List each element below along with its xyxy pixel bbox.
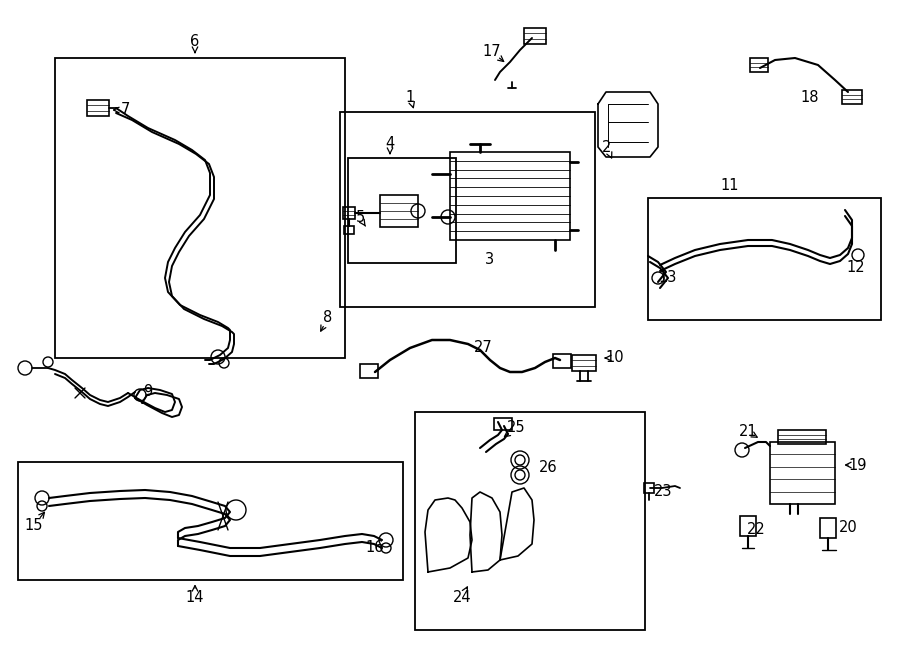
Text: 10: 10	[606, 350, 625, 366]
Bar	[348, 158, 456, 263]
Text: 17: 17	[482, 44, 501, 59]
Text: 22: 22	[747, 522, 765, 537]
Text: 11: 11	[721, 178, 739, 192]
Text: 8: 8	[323, 311, 333, 325]
Bar	[778, 430, 826, 444]
Bar	[87, 100, 109, 116]
Text: 3: 3	[485, 253, 495, 268]
Bar	[648, 198, 881, 320]
Text: 18: 18	[801, 91, 819, 106]
Text: 12: 12	[847, 260, 865, 276]
Bar	[770, 442, 835, 504]
Text: 27: 27	[473, 340, 492, 356]
Bar	[55, 58, 345, 358]
Bar	[380, 195, 418, 227]
Bar	[572, 355, 596, 371]
Bar	[18, 462, 403, 580]
Bar	[553, 354, 571, 368]
Text: 14: 14	[185, 590, 204, 605]
Text: 5: 5	[356, 210, 364, 225]
Bar	[750, 58, 768, 72]
Bar	[344, 226, 354, 234]
Text: 19: 19	[849, 457, 868, 473]
Text: 2: 2	[602, 141, 612, 155]
Text: 16: 16	[365, 541, 384, 555]
Bar	[494, 418, 512, 430]
Text: 26: 26	[539, 459, 557, 475]
Text: 20: 20	[839, 520, 858, 535]
Text: 1: 1	[405, 89, 415, 104]
Text: 7: 7	[121, 102, 130, 118]
Bar	[415, 412, 645, 630]
Bar	[820, 518, 836, 538]
Text: 25: 25	[507, 420, 526, 436]
Text: 6: 6	[191, 34, 200, 50]
Bar	[740, 516, 756, 536]
Text: 15: 15	[25, 518, 43, 533]
Text: 21: 21	[739, 424, 757, 440]
Bar	[450, 152, 570, 240]
Bar	[340, 112, 595, 307]
Bar	[842, 90, 862, 104]
Bar	[644, 483, 654, 493]
Text: 9: 9	[143, 385, 153, 399]
Text: 23: 23	[653, 485, 672, 500]
Bar	[343, 207, 355, 219]
Bar	[360, 364, 378, 378]
Text: 4: 4	[385, 136, 394, 151]
Text: 24: 24	[453, 590, 472, 605]
Text: 13: 13	[659, 270, 677, 286]
Bar	[524, 28, 546, 44]
